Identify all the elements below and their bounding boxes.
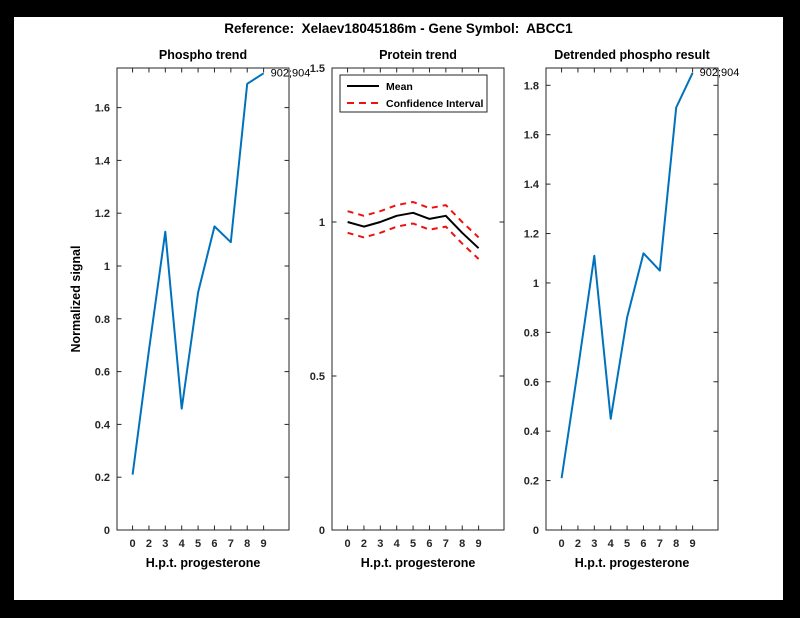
legend-label: Mean [386, 81, 413, 93]
y-tick-label: 1.5 [310, 63, 325, 75]
signal-line [131, 72, 265, 475]
y-tick-label: 0.5 [310, 371, 325, 383]
x-tick-label: 7 [228, 538, 234, 550]
subplot-title: Protein trend [379, 48, 457, 62]
x-tick-label: 3 [591, 538, 597, 550]
legend-label: Confidence Interval [386, 98, 484, 110]
y-tick-label: 1.2 [524, 229, 539, 241]
y-tick-label: 0.6 [524, 377, 539, 389]
chart-phospho-trend: Phospho trend 0 0.2 0.4 0.6 0.8 1 1.2 1.4 1.6 0 2 3 4… [62, 47, 362, 592]
x-tick-label: 3 [162, 538, 168, 550]
x-tick-label: 5 [195, 538, 201, 550]
y-tick-label: 0 [319, 525, 325, 537]
subplot-title: Phospho trend [159, 48, 247, 62]
y-tick-label: 1 [319, 217, 325, 229]
subplot-title: Detrended phospho result [554, 48, 710, 62]
y-tick-label: 0.8 [524, 327, 539, 339]
y-tick-label: 1.2 [95, 208, 110, 220]
x-tick-label: 7 [443, 538, 449, 550]
y-tick-label: 1.6 [95, 103, 110, 115]
x-tick-label: 4 [179, 538, 186, 550]
x-tick-label: 0 [129, 538, 135, 550]
x-tick-label: 2 [361, 538, 367, 550]
x-tick-label: 9 [690, 538, 696, 550]
y-tick-label: 1.8 [524, 80, 539, 92]
x-tick-label: 2 [146, 538, 152, 550]
y-tick-label: 1.6 [524, 130, 539, 142]
chart-detrended-phospho-result: Detrended phospho result 0 0.2 0.4 0.6 0.8 1 1.… [491, 47, 791, 592]
y-tick-label: 0 [533, 525, 539, 537]
x-tick-label: 6 [426, 538, 432, 550]
y-tick-label: 0.8 [95, 314, 110, 326]
x-tick-label: 8 [673, 538, 679, 550]
y-tick-label: 0 [104, 525, 110, 537]
y-tick-label: 0.6 [95, 367, 110, 379]
y-tick-label: 1.4 [95, 155, 111, 167]
matlab-figure: Reference: Xelaev18045186m - Gene Symbol… [14, 17, 783, 600]
chart-protein-trend: Protein trend 0 0.5 1 1.5 0 2 3 4 5 6 7 8 9 H.p.t. pro… [277, 47, 577, 592]
x-tick-label: 5 [410, 538, 416, 550]
x-tick-label: 4 [608, 538, 615, 550]
x-tick-label: 6 [211, 538, 217, 550]
x-axis-label: H.p.t. progesterone [146, 556, 261, 570]
y-tick-label: 0.2 [524, 476, 539, 488]
y-tick-label: 0.2 [95, 472, 110, 484]
y-axis-label: Normalized signal [69, 246, 83, 353]
x-tick-label: 9 [476, 538, 482, 550]
legend-box [339, 74, 488, 113]
confidence-interval-line [347, 222, 480, 260]
signal-line [560, 72, 694, 479]
y-tick-label: 0.4 [524, 426, 540, 438]
x-tick-label: 0 [344, 538, 350, 550]
y-tick-label: 1 [533, 278, 539, 290]
y-tick-label: 1 [104, 261, 110, 273]
x-axis-label: H.p.t. progesterone [361, 556, 476, 570]
endpoint-annotation: 902;904 [271, 67, 311, 79]
x-tick-label: 8 [244, 538, 250, 550]
x-tick-label: 2 [575, 538, 581, 550]
x-tick-label: 8 [459, 538, 465, 550]
y-tick-label: 0.4 [95, 419, 111, 431]
x-tick-label: 9 [261, 538, 267, 550]
axes-box [331, 67, 505, 531]
y-tick-label: 1.4 [524, 179, 540, 191]
axes-box [545, 67, 719, 531]
axes-box [116, 67, 290, 531]
confidence-interval-line [347, 201, 480, 239]
figure-title: Reference: Xelaev18045186m - Gene Symbol… [224, 21, 573, 36]
x-tick-label: 7 [657, 538, 663, 550]
x-tick-label: 6 [640, 538, 646, 550]
x-tick-label: 4 [394, 538, 401, 550]
x-tick-label: 5 [624, 538, 630, 550]
x-axis-label: H.p.t. progesterone [575, 556, 690, 570]
plot-svg: Detrended phospho result 0 0.2 0.4 0.6 0.8 1 1.… [524, 48, 740, 570]
endpoint-annotation: 902;904 [700, 67, 740, 79]
x-tick-label: 0 [558, 538, 564, 550]
x-tick-label: 3 [377, 538, 383, 550]
mean-line [347, 211, 480, 249]
